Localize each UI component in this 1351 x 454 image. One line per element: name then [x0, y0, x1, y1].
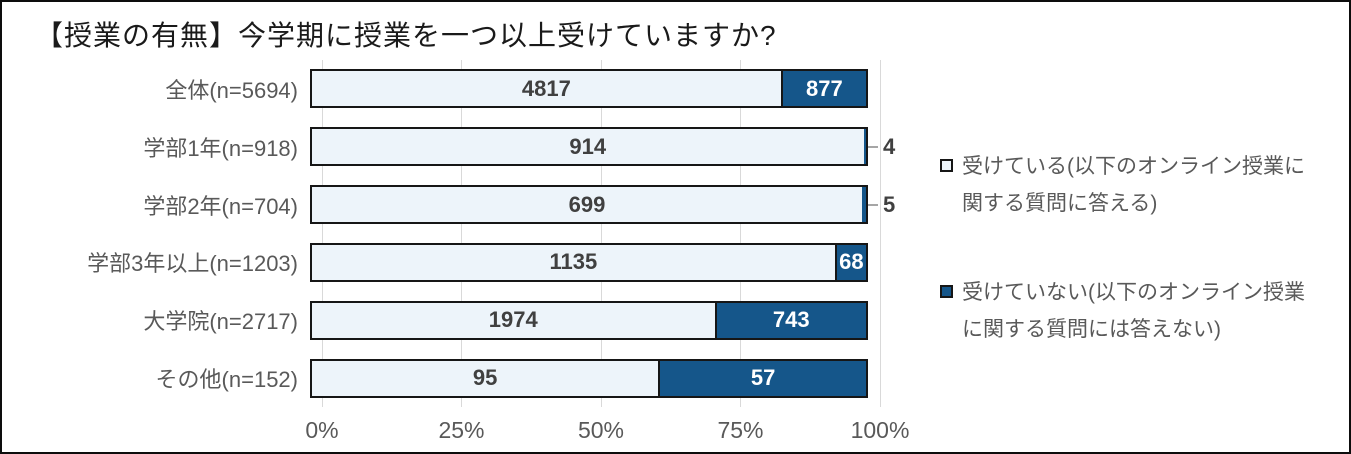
bar-row: 学部2年(n=704) 699 5	[2, 185, 1349, 225]
x-axis-tick-label: 25%	[438, 417, 485, 443]
value-label-not-taking: 4	[883, 133, 896, 159]
legend: 受けている(以下のオンライン授業に関する質問に答える) 受けていない(以下のオン…	[940, 148, 1345, 348]
category-label: 大学院(n=2717)	[143, 309, 298, 335]
bar-segment-taking: 914	[312, 129, 864, 165]
gridline	[879, 60, 881, 407]
legend-marker-taking-icon	[940, 159, 953, 172]
category-label: 学部1年(n=918)	[143, 135, 298, 161]
bar-track: 1974 743	[310, 300, 868, 340]
bar-segment-taking: 4817	[312, 71, 781, 107]
value-label-not-taking: 68	[839, 249, 864, 275]
bar-segment-taking: 95	[312, 360, 659, 396]
category-label: 学部3年以上(n=1203)	[87, 251, 298, 277]
x-axis-tick-label: 75%	[717, 417, 764, 443]
bar-segment-not-taking: 743	[714, 302, 866, 338]
bar-row: 学部3年以上(n=1203) 1135 68	[2, 242, 1349, 282]
bar-track: 699 5	[310, 185, 895, 225]
plot-gridlines	[321, 60, 881, 407]
value-label-not-taking: 877	[805, 75, 843, 101]
bar-row: その他(n=152) 95 57	[2, 358, 1349, 398]
outside-value-label-not-taking: 4	[868, 134, 895, 160]
legend-label-taking: 受けている(以下のオンライン授業に関する質問に答える)	[962, 155, 1305, 215]
bar-segment-not-taking: 57	[658, 360, 866, 396]
bar-segment-taking: 1974	[312, 302, 715, 338]
gridline	[461, 60, 462, 407]
bar-segment-not-taking	[862, 187, 866, 223]
legend-marker-not-taking-icon	[940, 285, 953, 298]
bar-track: 4817 877	[310, 69, 868, 109]
bar-segment-not-taking: 877	[780, 71, 866, 107]
value-label-taking: 4817	[521, 75, 571, 101]
bar-track: 914 4	[310, 127, 895, 167]
category-label: その他(n=152)	[155, 367, 298, 393]
value-label-taking: 1974	[488, 307, 538, 333]
legend-item-not-taking: 受けていない(以下のオンライン授業に関する質問には答えない)	[940, 274, 1345, 348]
value-label-taking: 1135	[549, 249, 598, 275]
leader-line	[868, 203, 878, 206]
gridline	[740, 60, 741, 407]
gridline	[321, 60, 323, 407]
category-label: 学部2年(n=704)	[143, 193, 298, 219]
bar-row: 学部1年(n=918) 914 4	[2, 127, 1349, 167]
outside-value-label-not-taking: 5	[868, 192, 895, 218]
x-axis-tick-label: 0%	[305, 417, 339, 443]
bar-segment-not-taking: 68	[834, 244, 866, 280]
category-label: 全体(n=5694)	[165, 77, 298, 103]
x-axis-tick-label: 50%	[577, 417, 625, 443]
leader-line	[868, 145, 878, 148]
bar-row: 全体(n=5694) 4817 877	[2, 69, 1349, 109]
x-axis: 0% 25% 50% 75% 100%	[2, 417, 1349, 451]
gridline	[600, 60, 602, 407]
legend-label-not-taking: 受けていない(以下のオンライン授業に関する質問には答えない)	[962, 281, 1305, 341]
bar-track: 95 57	[310, 358, 868, 398]
value-label-not-taking: 743	[772, 307, 810, 333]
value-label-not-taking: 57	[750, 365, 776, 391]
value-label-taking: 914	[569, 133, 607, 159]
legend-item-taking: 受けている(以下のオンライン授業に関する質問に答える)	[940, 148, 1345, 222]
bar-segment-taking: 1135	[312, 244, 835, 280]
x-axis-tick-label: 100%	[850, 417, 910, 443]
bar-row: 大学院(n=2717) 1974 743	[2, 300, 1349, 340]
value-label-taking: 95	[472, 365, 498, 391]
bar-segment-taking: 699	[312, 187, 863, 223]
bar-rows: 全体(n=5694) 4817 877 学部1年(n=918) 914 4 学部2年(n=7…	[2, 60, 1349, 407]
bar-track: 1135 68	[310, 242, 868, 282]
chart-title: 【授業の有無】今学期に授業を一つ以上受けていますか?	[35, 20, 777, 51]
bar-segment-not-taking	[863, 129, 866, 165]
value-label-taking: 699	[568, 191, 606, 217]
value-label-not-taking: 5	[883, 191, 896, 217]
